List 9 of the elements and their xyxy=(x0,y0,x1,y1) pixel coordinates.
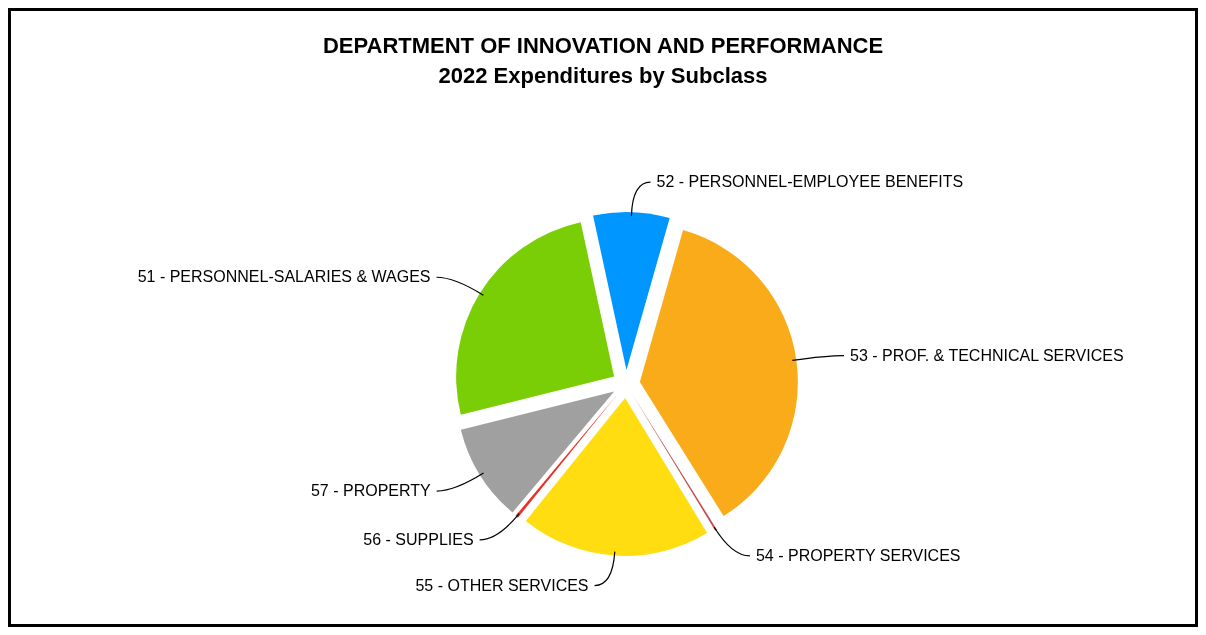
slice-label: 55 - OTHER SERVICES xyxy=(415,576,589,594)
chart-title: DEPARTMENT OF INNOVATION AND PERFORMANCE xyxy=(321,32,885,60)
slice-label: 53 - PROF. & TECHNICAL SERVICES xyxy=(850,346,1124,364)
slice-label: 57 - PROPERTY xyxy=(310,482,432,500)
chart-subtitle: 2022 Expenditures by Subclass xyxy=(437,62,769,90)
slice-label: 52 - PERSONNEL-EMPLOYEE BENEFITS xyxy=(656,173,964,191)
slice-label: 51 - PERSONNEL-SALARIES & WAGES xyxy=(137,268,431,286)
slice-label: 56 - SUPPLIES xyxy=(363,530,474,548)
slice-label: 54 - PROPERTY SERVICES xyxy=(755,546,961,564)
